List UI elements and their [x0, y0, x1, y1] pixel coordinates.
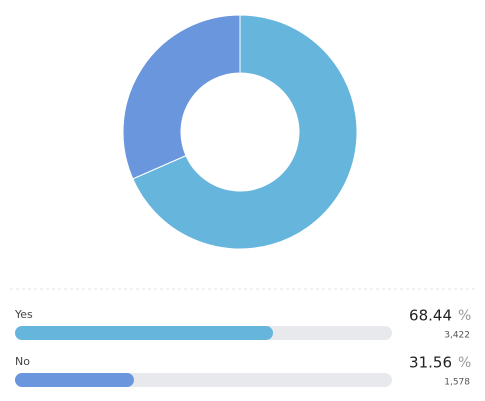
count-label: 1,578 — [444, 378, 470, 388]
bar — [15, 326, 274, 340]
percent-unit: % — [458, 355, 471, 371]
category-label: No — [15, 355, 30, 368]
percent-unit: % — [458, 308, 471, 324]
bar — [15, 373, 134, 387]
donut-slice — [132, 14, 358, 250]
percent-value: 68.44 — [409, 307, 452, 325]
count-label: 3,422 — [444, 331, 470, 341]
category-label: Yes — [14, 308, 33, 321]
donut-slice — [122, 14, 241, 180]
percent-value: 31.56 — [409, 354, 452, 372]
